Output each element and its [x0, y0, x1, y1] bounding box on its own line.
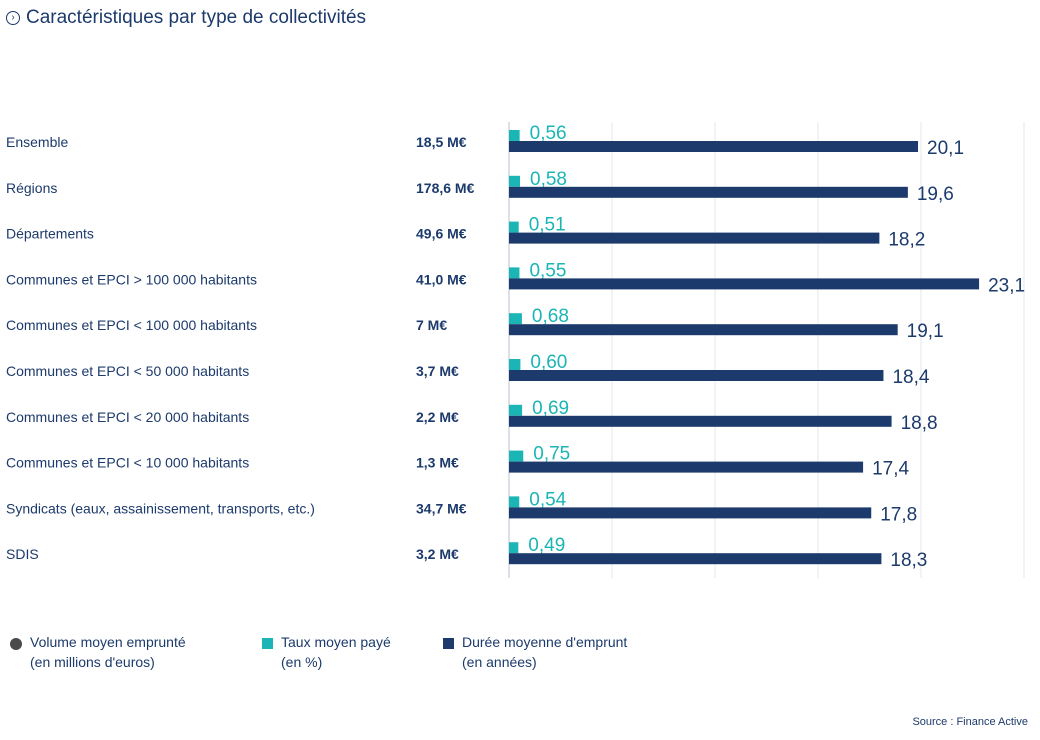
taux-value-label: 0,51: [529, 215, 566, 236]
legend-item-volume: Volume moyen emprunté (en millions d'eur…: [10, 632, 186, 672]
taux-bar: [509, 130, 520, 141]
volume-label: 2,2 M€: [416, 409, 459, 425]
category-label: Syndicats (eaux, assainissement, transpo…: [6, 500, 315, 516]
taux-bar: [509, 175, 521, 187]
taux-value-label: 0,75: [533, 444, 570, 465]
volume-label: 41,0 M€: [416, 271, 467, 287]
duree-bar: [509, 278, 980, 290]
duree-value-label: 18,4: [892, 367, 929, 388]
duree-bar: [509, 507, 872, 519]
category-label: Communes et EPCI < 10 000 habitants: [6, 455, 249, 471]
taux-bar: [509, 542, 519, 554]
taux-value-label: 0,56: [530, 123, 567, 144]
duree-value-label: 17,8: [880, 504, 917, 525]
category-label: SDIS: [6, 546, 39, 562]
legend: Volume moyen emprunté (en millions d'eur…: [0, 632, 1040, 682]
duree-bar: [509, 141, 919, 152]
taux-bar: [509, 404, 523, 416]
taux-value-label: 0,68: [532, 306, 569, 327]
volume-label: 49,6 M€: [416, 226, 467, 242]
duree-bar: [509, 324, 898, 336]
volume-label: 7 M€: [416, 317, 447, 333]
taux-value-label: 0,60: [530, 352, 567, 373]
chart-title: Caractéristiques par type de collectivit…: [26, 7, 367, 28]
duree-value-label: 18,8: [901, 413, 938, 434]
volume-label: 34,7 M€: [416, 500, 467, 516]
taux-value-label: 0,69: [532, 398, 569, 419]
duree-bar: [509, 186, 908, 198]
taux-bar: [509, 267, 520, 279]
taux-value-label: 0,55: [529, 260, 566, 281]
duree-bar: [509, 461, 864, 473]
legend-sublabel-volume: (en millions d'euros): [30, 654, 155, 670]
legend-sublabel-duree: (en années): [462, 654, 537, 670]
category-label: Communes et EPCI < 100 000 habitants: [6, 317, 257, 333]
category-label: Communes et EPCI < 50 000 habitants: [6, 363, 249, 379]
duree-bar: [509, 232, 880, 244]
legend-swatch-volume: [10, 638, 22, 650]
taux-bar: [509, 496, 520, 508]
taux-bar: [509, 221, 519, 233]
taux-value-label: 0,49: [528, 535, 565, 556]
category-label: Ensemble: [6, 134, 68, 150]
category-label: Départements: [6, 226, 94, 242]
taux-bar: [509, 359, 521, 370]
bar-chart: Ensemble 18,5 M€ 0,56 20,1 Régions 178,6 M€ 0,…: [6, 122, 1025, 578]
duree-value-label: 20,1: [927, 138, 964, 159]
taux-bar: [509, 450, 524, 462]
category-label: Régions: [6, 180, 57, 196]
chevron-right-circle-icon: ›: [6, 11, 20, 25]
legend-sublabel-taux: (en %): [281, 654, 323, 670]
volume-label: 18,5 M€: [416, 134, 467, 150]
category-label: Communes et EPCI > 100 000 habitants: [6, 271, 257, 287]
duree-bar: [509, 415, 892, 427]
legend-label-taux: Taux moyen payé: [281, 634, 391, 650]
duree-value-label: 19,1: [907, 321, 944, 342]
volume-label: 178,6 M€: [416, 180, 475, 196]
volume-label: 3,7 M€: [416, 363, 459, 379]
taux-value-label: 0,58: [530, 169, 567, 190]
legend-label-volume: Volume moyen emprunté: [30, 634, 186, 650]
duree-value-label: 18,2: [888, 230, 925, 251]
volume-label: 3,2 M€: [416, 546, 459, 562]
source-note: Source : Finance Active: [912, 716, 1028, 728]
duree-bar: [509, 553, 882, 565]
legend-swatch-taux: [262, 638, 273, 649]
chart-title-bar: › Caractéristiques par type de collectiv…: [6, 4, 366, 32]
legend-item-taux: Taux moyen payé (en %): [262, 632, 391, 672]
duree-value-label: 18,3: [890, 550, 927, 571]
legend-label-duree: Durée moyenne d'emprunt: [462, 634, 628, 650]
duree-value-label: 19,6: [917, 184, 954, 205]
duree-value-label: 17,4: [872, 459, 909, 480]
taux-bar: [509, 313, 522, 325]
duree-value-label: 23,1: [988, 275, 1025, 296]
legend-swatch-duree: [443, 638, 454, 649]
category-label: Communes et EPCI < 20 000 habitants: [6, 409, 249, 425]
duree-bar: [509, 370, 884, 381]
taux-value-label: 0,54: [529, 489, 566, 510]
volume-label: 1,3 M€: [416, 455, 459, 471]
legend-item-duree: Durée moyenne d'emprunt (en années): [443, 632, 627, 672]
